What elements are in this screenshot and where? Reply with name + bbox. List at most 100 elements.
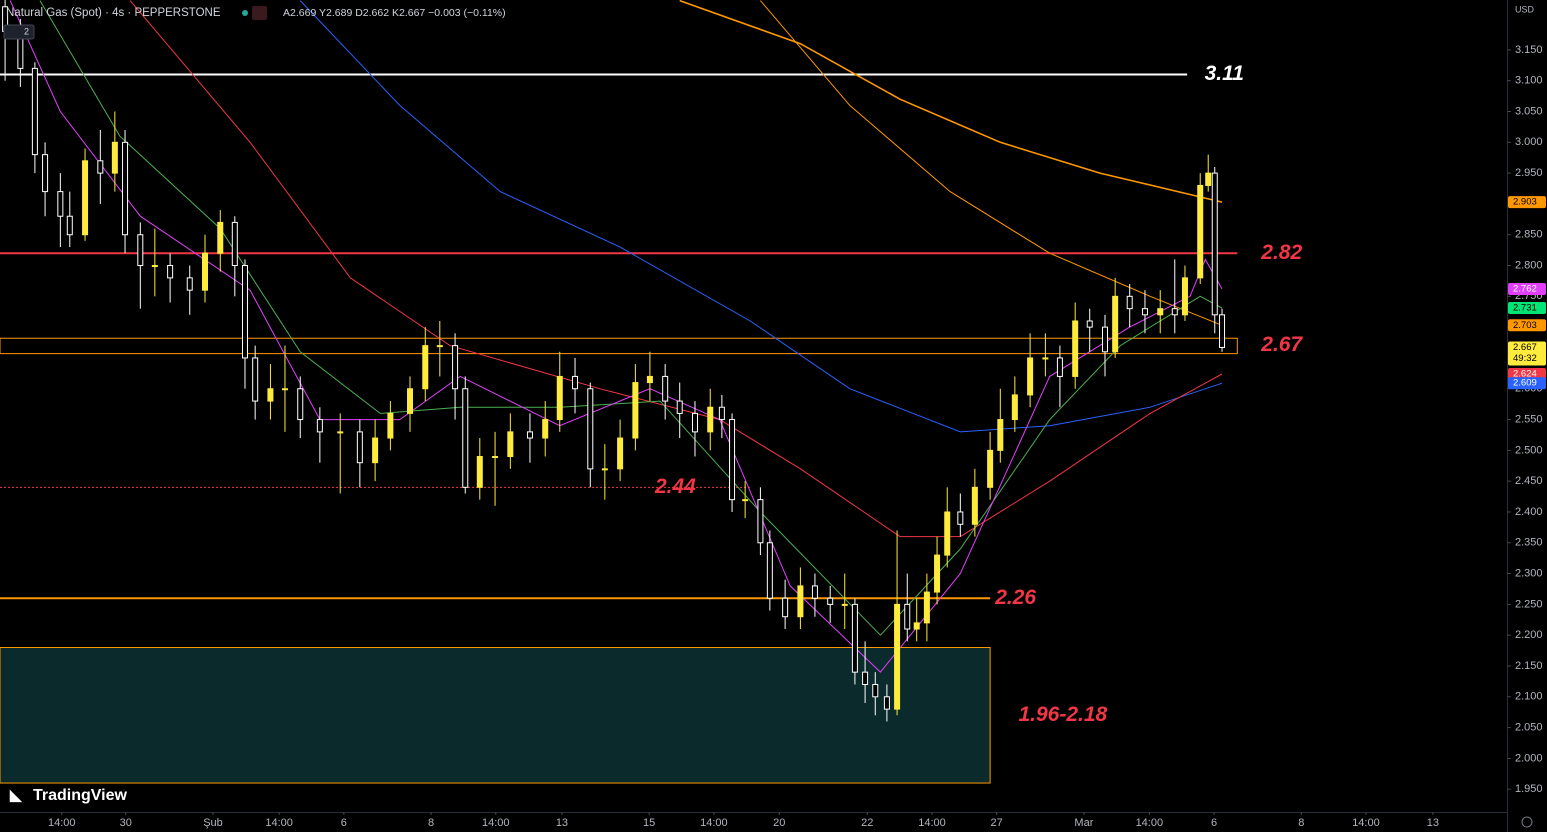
- price-tag-label: 2.762: [1513, 283, 1537, 294]
- candle-body: [556, 375, 563, 421]
- candle-body: [31, 67, 38, 156]
- header: Natural Gas (Spot) · 4s · PEPPERSTONE A2…: [3, 4, 1535, 40]
- plot-area: [0, 0, 1238, 784]
- y-tick-label: 2.200: [1515, 629, 1543, 641]
- candle-body: [462, 388, 469, 488]
- x-tick-label: 14:00: [1136, 817, 1164, 829]
- price-tag-label: 2.703: [1513, 320, 1537, 331]
- candle-body: [997, 419, 1004, 451]
- y-tick-label: 2.100: [1515, 691, 1543, 703]
- candle-body: [297, 388, 304, 421]
- y-tick-label: 2.050: [1515, 722, 1543, 734]
- candle-body: [883, 696, 890, 710]
- y-tick-label: 3.000: [1515, 136, 1543, 148]
- x-tick-label: Şub: [203, 817, 223, 829]
- candle-body: [1211, 172, 1218, 316]
- candle-body: [729, 419, 736, 501]
- candle-body: [662, 375, 669, 402]
- zone: [0, 337, 1238, 355]
- y-tick-label: 2.250: [1515, 598, 1543, 610]
- price-tag: [1508, 341, 1546, 366]
- y-tick-label: 2.300: [1515, 567, 1543, 579]
- candle-body: [1086, 320, 1093, 328]
- x-tick-label: 13: [1427, 817, 1439, 829]
- candle-body: [957, 511, 964, 525]
- moving-average: [9, 0, 1223, 673]
- candle-body: [137, 234, 144, 267]
- level-label: 3.11: [1205, 62, 1244, 85]
- candle-body: [587, 388, 594, 470]
- candle-body: [1157, 308, 1164, 316]
- x-tick-label: 14:00: [918, 817, 946, 829]
- candle-body: [217, 221, 224, 254]
- price-tag: [1508, 319, 1546, 332]
- candle-body: [186, 277, 193, 291]
- x-tick-label: Mar: [1074, 817, 1093, 829]
- x-tick-label: 6: [1211, 817, 1217, 829]
- candle-body: [387, 412, 394, 439]
- candle-body: [841, 603, 848, 606]
- candle-body: [1112, 295, 1119, 353]
- candle-body: [1101, 326, 1108, 353]
- moving-average: [299, 0, 1223, 433]
- x-tick-label: 14:00: [48, 817, 76, 829]
- candle-body: [1056, 357, 1063, 377]
- countdown: 49:32: [1513, 353, 1537, 364]
- y-tick-label: 1.950: [1515, 783, 1543, 795]
- candle-body: [572, 375, 579, 390]
- candle-body: [646, 375, 653, 384]
- candle-body: [267, 388, 274, 402]
- symbol-title: Natural Gas (Spot) · 4s · PEPPERSTONE: [6, 7, 221, 19]
- candle-body: [151, 265, 158, 268]
- price-tag-label: 2.624: [1513, 368, 1537, 379]
- x-tick-label: 13: [556, 817, 568, 829]
- moving-average: [679, 0, 1223, 203]
- level-label: 2.82: [1260, 241, 1302, 264]
- candle-body: [872, 683, 879, 698]
- x-tick-label: 14:00: [265, 817, 293, 829]
- x-tick-label: 15: [643, 817, 655, 829]
- y-tick-label: 3.150: [1515, 44, 1543, 56]
- candle-body: [407, 388, 414, 414]
- y-tick-label: 2.950: [1515, 167, 1543, 179]
- y-tick-label: 2.450: [1515, 475, 1543, 487]
- candle-body: [1205, 172, 1212, 186]
- candle-body: [913, 622, 920, 630]
- candle-body: [1171, 308, 1178, 316]
- candle-body: [691, 412, 698, 433]
- x-tick-label: 20: [773, 817, 785, 829]
- candle-body: [904, 603, 911, 630]
- candle-body: [42, 154, 49, 193]
- candle-body: [1126, 295, 1133, 310]
- candle-body: [356, 431, 363, 464]
- candle-body: [1219, 314, 1226, 348]
- price-tag: [1508, 377, 1546, 390]
- candle-body: [111, 141, 118, 174]
- candle-body: [1141, 308, 1148, 316]
- x-tick-label: 14:00: [1352, 817, 1380, 829]
- candle-body: [97, 160, 104, 174]
- indicators-toggle[interactable]: [3, 24, 35, 40]
- candle-body: [894, 603, 901, 710]
- level-label: 2.44: [654, 475, 696, 498]
- settings-icon[interactable]: [1521, 816, 1533, 828]
- indicator-count[interactable]: 2: [24, 26, 29, 36]
- brand-logo: ◣: [9, 787, 23, 804]
- currency[interactable]: USD: [1515, 4, 1535, 14]
- candle-body: [1027, 357, 1034, 396]
- candle-body: [944, 511, 951, 556]
- price-tag-label: 2.667: [1513, 342, 1537, 353]
- candle-body: [452, 345, 459, 390]
- ohlc-values: A2.669 Y2.689 D2.662 K2.667 −0.003 (−0.1…: [283, 7, 506, 19]
- x-tick-label: 14:00: [700, 817, 728, 829]
- candle-body: [797, 585, 804, 618]
- y-tick-label: 2.800: [1515, 259, 1543, 271]
- candle-body: [676, 400, 683, 414]
- y-tick-label: 3.050: [1515, 105, 1543, 117]
- candle-body: [987, 449, 994, 488]
- y-tick-label: 2.500: [1515, 444, 1543, 456]
- y-tick-label: 2.150: [1515, 660, 1543, 672]
- y-tick-label: 2.850: [1515, 229, 1543, 241]
- x-tick-label: 6: [341, 817, 347, 829]
